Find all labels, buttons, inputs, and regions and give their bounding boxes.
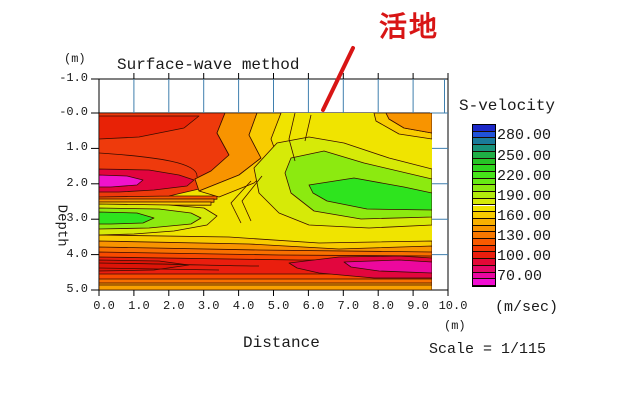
scale-note: Scale = 1/115	[429, 341, 547, 358]
contour-plot	[99, 113, 432, 290]
colorbar-segment	[473, 239, 495, 246]
y-axis-unit: (m)	[64, 52, 86, 66]
high-velocity-zone-right	[308, 177, 432, 211]
x-tick-label: 2.0	[162, 299, 185, 313]
x-tick-label: 7.0	[337, 299, 360, 313]
annotation-text: 活地	[379, 10, 440, 43]
colorbar-segment	[473, 192, 495, 199]
colorbar-segment	[473, 245, 495, 253]
colorbar-segment	[473, 259, 495, 266]
colorbar	[472, 124, 496, 287]
x-tick-label: 1.0	[128, 299, 150, 313]
colorbar-segment	[473, 272, 495, 280]
high-velocity-zone-left	[99, 211, 155, 225]
legend-value-label: 280.00	[497, 127, 552, 145]
x-tick-label: 4.0	[232, 299, 255, 313]
legend-unit: (m/sec)	[495, 299, 559, 316]
colorbar-segment	[473, 145, 495, 152]
annotation-arrow-line	[321, 46, 355, 112]
colorbar-segment	[473, 218, 495, 226]
colorbar-segment	[473, 252, 495, 260]
colorbar-segment	[473, 198, 495, 206]
plot-title: Surface-wave method	[117, 56, 300, 74]
colorbar-segment	[473, 185, 495, 193]
colorbar-segment	[473, 212, 495, 219]
legend-value-label: 130.00	[497, 228, 552, 246]
colorbar-segment	[473, 265, 495, 273]
colorbar-segment	[473, 125, 495, 132]
x-tick-label: 10.0	[438, 299, 468, 313]
x-tick-label: 8.0	[372, 299, 394, 313]
x-axis-label: Distance	[243, 334, 320, 352]
legend-value-label: 100.00	[497, 248, 552, 266]
colorbar-segment	[473, 205, 495, 213]
x-tick-label: 6.0	[302, 299, 325, 313]
y-tick-label: 3.0	[66, 211, 88, 226]
low-velocity-lens-left	[99, 174, 144, 188]
y-tick-label: 5.0	[66, 282, 88, 296]
y-tick-label: 4.0	[66, 246, 88, 261]
colorbar-segment	[473, 158, 495, 166]
colorbar-segment	[473, 225, 495, 233]
x-tick-label: 9.0	[407, 299, 429, 313]
x-axis-unit: (m)	[444, 319, 466, 333]
legend-value-label: 220.00	[497, 167, 552, 185]
colorbar-segment	[473, 232, 495, 240]
y-tick-label: 2.0	[66, 175, 88, 190]
y-tick-label: 1.0	[66, 140, 88, 155]
y-tick-label: -1.0	[59, 71, 88, 85]
legend-value-label: 160.00	[497, 207, 552, 225]
x-tick-label: 3.0	[197, 299, 220, 313]
legend-value-label: 70.00	[497, 268, 543, 286]
colorbar-segment	[473, 165, 495, 172]
x-tick-label: 5.0	[267, 299, 290, 313]
colorbar-segment	[473, 279, 495, 286]
x-tick-label: 0.0	[93, 299, 115, 313]
colorbar-segment	[473, 131, 495, 139]
colorbar-segment	[473, 178, 495, 186]
legend-title: S-velocity	[459, 97, 556, 115]
colorbar-segment	[473, 171, 495, 179]
y-tick-label: -0.0	[59, 105, 88, 119]
colorbar-segment	[473, 138, 495, 146]
legend-value-label: 250.00	[497, 147, 552, 165]
colorbar-segment	[473, 151, 495, 159]
legend-value-label: 190.00	[497, 187, 552, 205]
